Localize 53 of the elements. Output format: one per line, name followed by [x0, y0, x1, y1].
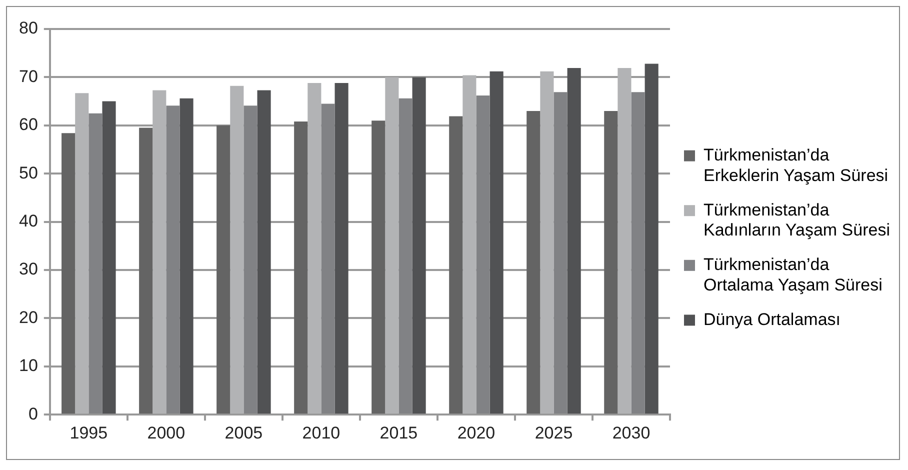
legend-label: Türkmenistan’da Kadınların Yaşam Süresi: [704, 200, 890, 240]
bar: [230, 86, 244, 414]
bar: [62, 133, 76, 414]
bar: [449, 116, 463, 414]
x-tick-label: 1995: [70, 423, 108, 442]
bar: [554, 92, 568, 414]
bar: [166, 106, 180, 414]
y-tick-label: 80: [18, 18, 38, 38]
bar: [180, 98, 194, 414]
bar: [567, 68, 581, 414]
bar: [526, 110, 540, 414]
bar: [216, 125, 230, 414]
bar: [139, 128, 153, 414]
y-tick-label: 10: [18, 356, 38, 376]
y-tick-label: 40: [18, 211, 38, 230]
bar: [618, 68, 632, 414]
bar: [385, 77, 399, 414]
y-tick-label: 20: [18, 308, 38, 327]
bar: [152, 90, 166, 414]
x-tick-label: 2000: [147, 423, 186, 442]
bar: [476, 96, 490, 414]
legend-label: Dünya Ortalaması: [704, 310, 840, 329]
bar: [75, 93, 89, 414]
bar: [244, 106, 258, 414]
bar: [294, 122, 308, 414]
bar: [631, 92, 645, 414]
x-tick-label: 2005: [224, 423, 263, 442]
bar: [88, 113, 102, 414]
legend-label: Türkmenistan’da Erkeklerin Yaşam Süresi: [704, 145, 888, 185]
y-tick-label: 60: [18, 115, 38, 134]
y-tick-label: 30: [18, 260, 38, 279]
legend-label: Türkmenistan’da Ortalama Yaşam Süresi: [704, 255, 882, 294]
bar: [412, 77, 426, 414]
bar: [308, 82, 322, 414]
y-tick-label: 0: [28, 404, 38, 424]
bar: [540, 71, 554, 414]
bar: [644, 64, 658, 414]
y-tick-label: 70: [18, 66, 38, 86]
y-tick-label: 50: [18, 163, 38, 182]
bar: [462, 75, 476, 414]
x-tick-label: 2030: [612, 423, 650, 442]
x-tick-label: 2010: [302, 423, 340, 442]
bar: [372, 120, 386, 414]
bar: [102, 101, 116, 414]
bar: [334, 82, 348, 414]
bar: [257, 90, 271, 414]
bar: [490, 71, 504, 414]
bar: [398, 98, 412, 414]
x-tick-label: 2025: [534, 423, 573, 442]
bar: [604, 110, 618, 414]
bar: [321, 104, 335, 414]
x-tick-label: 2015: [380, 423, 418, 442]
x-tick-label: 2020: [457, 423, 496, 442]
